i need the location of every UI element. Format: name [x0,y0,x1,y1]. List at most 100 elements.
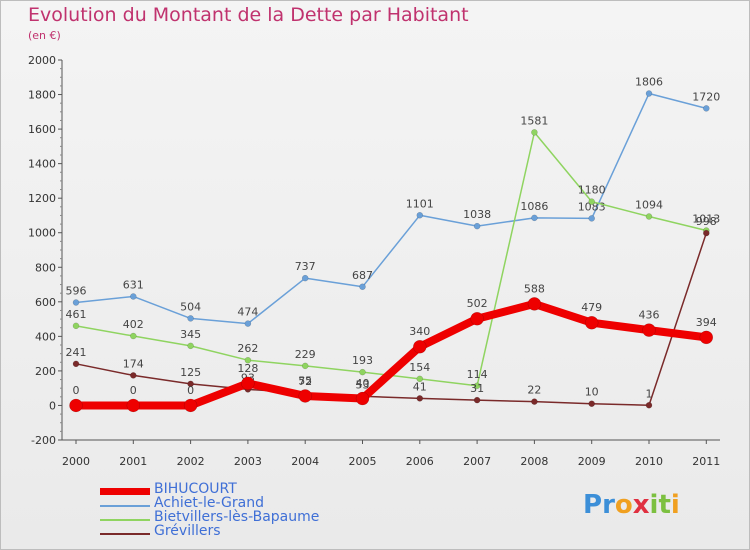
data-point-achiet-le-grand [473,222,481,230]
data-label-bihucourt: 0 [130,384,137,397]
x-tick-label: 2003 [234,455,262,468]
y-tick-label: 0 [49,399,56,412]
data-label-bietvillers-l-s-bapaume: 229 [295,348,316,361]
series-line-achiet-le-grand [75,92,708,325]
data-label-bietvillers-l-s-bapaume: 193 [352,354,373,367]
x-tick-label: 2007 [463,455,491,468]
data-label-achiet-le-grand: 1086 [520,200,548,213]
chart-subtitle: (en €) [28,29,61,42]
y-tick-label: 1600 [28,123,56,136]
data-label-gr-villers: 31 [470,382,484,395]
proxiti-logo: Proxiti [583,490,680,520]
data-label-bihucourt: 128 [237,362,258,375]
data-point-bietvillers-l-s-bapaume [301,362,309,370]
y-tick-label: 1400 [28,158,56,171]
data-point-achiet-le-grand [301,274,309,282]
data-label-achiet-le-grand: 631 [123,278,144,291]
data-label-bietvillers-l-s-bapaume: 345 [180,328,201,341]
data-label-bihucourt: 340 [409,325,430,338]
legend-item-achiet: Achiet-le-Grand [100,495,360,513]
data-point-achiet-le-grand [416,212,424,219]
data-label-gr-villers: 1 [646,387,653,400]
data-label-bihucourt: 40 [356,377,370,390]
logo-letter: o [614,490,633,520]
data-point-bihucourt [642,323,656,337]
data-label-bietvillers-l-s-bapaume: 1094 [635,198,663,211]
data-point-achiet-le-grand [359,283,366,291]
data-point-bihucourt [527,297,542,311]
y-tick-label: 200 [35,365,56,378]
data-point-gr-villers [416,395,424,402]
series-line-gr-villers [75,232,708,407]
logo-letter: x [632,490,650,520]
legend-label-bihucourt: BIHUCOURT [154,481,237,497]
x-tick-label: 2011 [692,455,720,468]
data-label-bihucourt: 588 [524,282,545,295]
data-label-bihucourt: 502 [467,297,488,310]
y-tick-label: 1800 [28,89,56,102]
data-point-achiet-le-grand [244,320,252,327]
data-point-bietvillers-l-s-bapaume [187,342,194,350]
legend-label-grevillers: Grévillers [154,523,221,539]
series-line-bietvillers-l-s-bapaume [75,131,708,387]
legend-label-achiet: Achiet-le-Grand [154,495,264,511]
data-label-bietvillers-l-s-bapaume: 1180 [578,184,606,197]
x-tick-label: 2004 [291,455,319,468]
chart-legend: BIHUCOURT Achiet-le-Grand Bietvillers-lè… [100,481,360,541]
data-label-bihucourt: 0 [73,384,80,397]
data-point-bietvillers-l-s-bapaume [72,322,80,330]
data-point-achiet-le-grand [72,299,80,306]
y-tick-label: 1200 [28,192,56,205]
legend-label-bietvillers: Bietvillers-lès-Bapaume [154,509,320,525]
x-tick-label: 2008 [520,455,548,468]
data-point-bihucourt [126,398,141,413]
data-point-bihucourt [584,315,599,330]
logo-letter: i [670,490,680,520]
data-label-bietvillers-l-s-bapaume: 114 [467,368,488,381]
logo-letter: t [658,490,671,520]
legend-swatch-bietvillers [100,519,150,521]
data-label-gr-villers: 10 [585,386,599,399]
data-point-bietvillers-l-s-bapaume [359,368,366,376]
y-tick-label: 800 [35,261,56,274]
data-point-bihucourt [413,339,427,354]
legend-swatch-achiet [100,505,150,507]
data-point-achiet-le-grand [645,90,653,97]
data-point-gr-villers [473,396,481,404]
data-label-gr-villers: 174 [123,357,144,370]
data-point-bietvillers-l-s-bapaume [416,375,424,383]
legend-swatch-bihucourt [100,488,150,495]
data-label-gr-villers: 53 [356,378,370,391]
data-label-gr-villers: 22 [527,384,541,397]
data-point-achiet-le-grand [187,315,194,322]
x-tick-label: 2010 [635,455,663,468]
series-line-bihucourt [72,299,711,410]
data-point-achiet-le-grand [703,105,710,112]
data-label-bihucourt: 436 [639,309,660,322]
data-label-bihucourt: 394 [696,316,717,329]
data-point-bihucourt [470,311,484,326]
data-label-gr-villers: 125 [180,366,201,379]
data-point-bietvillers-l-s-bapaume [244,356,252,364]
y-tick-label: 2000 [28,54,56,67]
data-point-bihucourt [699,330,714,345]
y-tick-label: 600 [35,296,56,309]
data-label-bietvillers-l-s-bapaume: 262 [237,342,258,355]
legend-item-bihucourt: BIHUCOURT [100,481,360,499]
data-label-bietvillers-l-s-bapaume: 402 [123,318,144,331]
data-point-achiet-le-grand [588,215,595,222]
data-point-bihucourt [183,398,198,413]
data-label-bietvillers-l-s-bapaume: 1013 [692,212,720,225]
data-point-gr-villers [187,380,194,388]
data-point-bietvillers-l-s-bapaume [588,198,595,205]
y-tick-label: -200 [31,434,56,447]
data-label-bihucourt: 55 [298,374,312,387]
data-point-gr-villers [531,398,538,405]
data-label-achiet-le-grand: 474 [237,306,258,319]
data-label-achiet-le-grand: 1720 [692,90,720,103]
data-point-achiet-le-grand [130,293,137,300]
data-label-bietvillers-l-s-bapaume: 461 [66,308,87,321]
data-label-achiet-le-grand: 687 [352,269,373,282]
data-label-achiet-le-grand: 504 [180,300,201,313]
